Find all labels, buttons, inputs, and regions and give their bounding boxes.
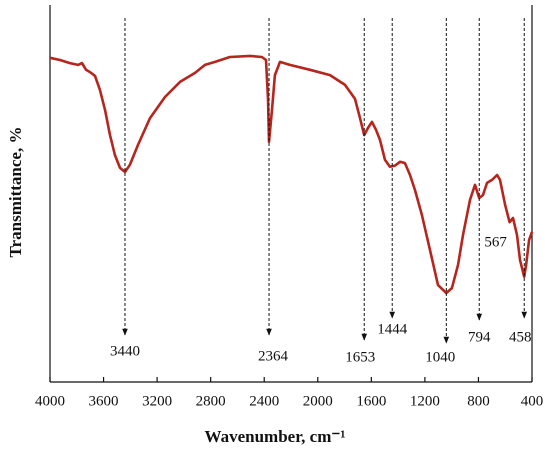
x-tick-label: 3200 (142, 393, 172, 409)
x-tick-label: 3600 (89, 393, 119, 409)
x-tick-label: 4000 (35, 393, 65, 409)
x-tick-label: 2800 (196, 393, 226, 409)
annotation-label: 794 (468, 329, 491, 345)
annotation-label: 567 (484, 234, 507, 250)
annotation-label: 2364 (258, 348, 289, 364)
x-tick-label: 1200 (410, 393, 440, 409)
spectrum-line (49, 54, 534, 295)
x-axis-label: Wavenumber, cm⁻¹ (205, 427, 346, 446)
x-tick-label: 400 (521, 393, 544, 409)
x-tick-label: 2000 (303, 393, 333, 409)
y-axis-label: Transmittance, % (6, 127, 25, 258)
annotation-label: 458 (509, 329, 532, 345)
x-tick-label: 2400 (249, 393, 279, 409)
x-tick-label: 800 (467, 393, 490, 409)
annotation-label: 1040 (425, 349, 455, 365)
annotation-label: 3440 (110, 343, 140, 359)
annotation-label: 1444 (377, 321, 408, 337)
annotation-label: 1653 (345, 349, 375, 365)
x-tick-label: 1600 (356, 393, 386, 409)
